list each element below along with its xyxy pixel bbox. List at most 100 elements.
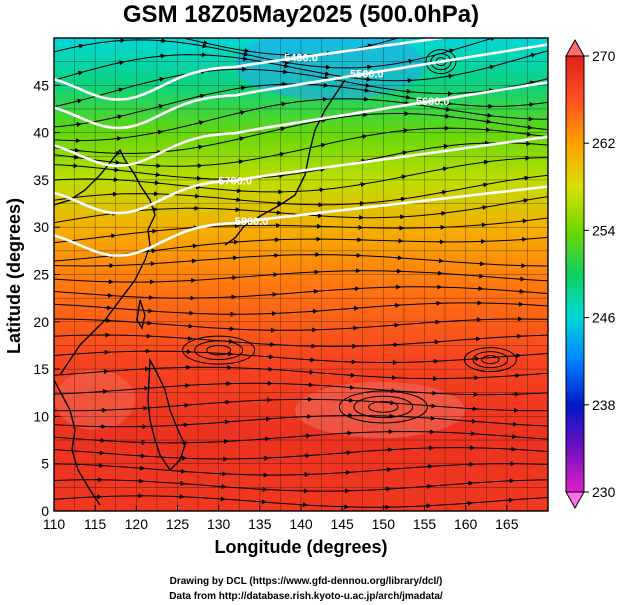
flow-arrow — [271, 272, 279, 278]
flow-arrow — [193, 193, 201, 199]
flow-arrow — [304, 433, 312, 439]
flow-arrow — [277, 173, 285, 179]
flow-arrow — [200, 43, 208, 49]
streamline-swirl — [353, 395, 414, 419]
flow-arrow — [179, 468, 187, 474]
flow-arrow — [71, 163, 79, 169]
flow-arrow — [259, 499, 267, 505]
height-contour — [54, 185, 548, 257]
flow-arrow — [237, 136, 245, 142]
streamline — [54, 254, 548, 267]
streamline-swirl — [430, 53, 452, 71]
flow-arrow — [182, 402, 190, 408]
flow-arrow — [196, 144, 204, 150]
flow-arrow — [520, 218, 528, 224]
flow-arrow — [310, 308, 318, 314]
x-axis: 110 115 120 125 130 135 140 145 150 155 160 165 — [43, 505, 519, 532]
flow-arrow — [426, 464, 434, 470]
flow-arrow — [241, 51, 249, 57]
height-contour-label: 5500.0 — [350, 69, 384, 81]
flow-arrow — [524, 131, 532, 137]
flow-arrow — [142, 385, 150, 391]
flow-arrow — [153, 172, 161, 178]
flow-arrow — [485, 112, 493, 118]
flow-arrow — [479, 222, 487, 228]
y-tick-label: 10 — [33, 408, 49, 424]
flow-arrow — [275, 200, 283, 206]
streamline — [54, 382, 548, 396]
flow-arrow — [218, 496, 226, 502]
streamline-swirl — [206, 345, 232, 356]
flow-arrow — [307, 369, 315, 375]
flow-arrow — [149, 248, 157, 254]
flow-arrow — [525, 124, 533, 130]
flow-arrow — [444, 106, 452, 112]
flow-arrow — [230, 275, 238, 281]
x-tick-label: 115 — [84, 516, 107, 532]
flow-arrow — [432, 339, 440, 345]
y-axis-label: Latitude (degrees) — [4, 198, 24, 354]
coastline-japan — [224, 79, 346, 246]
streamline — [54, 98, 548, 142]
streamline-swirl — [481, 355, 500, 365]
flow-arrow — [465, 500, 473, 506]
flow-arrow — [311, 288, 319, 294]
flow-arrow — [361, 112, 369, 118]
height-contour-label: 5700.0 — [218, 176, 252, 188]
flow-arrow — [395, 255, 403, 261]
streamline — [54, 302, 548, 315]
flow-arrow — [480, 205, 488, 211]
flow-arrow — [159, 38, 167, 44]
flow-arrow — [72, 154, 80, 160]
flow-arrow — [282, 59, 290, 65]
colorbar-tick-label: 246 — [592, 310, 616, 326]
flow-arrow — [158, 53, 166, 59]
colorbar-tick-label: 230 — [592, 484, 616, 500]
flow-arrow — [490, 10, 497, 11]
flow-arrow — [443, 113, 451, 119]
flow-arrow — [400, 150, 408, 156]
flow-arrow — [407, 33, 414, 35]
flow-arrow — [72, 147, 80, 153]
y-tick-label: 15 — [33, 361, 49, 377]
flow-arrow — [76, 70, 84, 76]
height-contour — [54, 80, 548, 168]
flow-arrow — [178, 480, 186, 486]
flow-arrow — [436, 258, 444, 264]
flow-arrow — [137, 465, 146, 471]
streamline-swirl — [182, 335, 256, 365]
flow-arrow — [321, 82, 329, 88]
flow-arrow — [303, 453, 311, 459]
flow-arrow — [114, 136, 122, 142]
flow-arrow — [201, 40, 209, 46]
flow-arrow — [152, 180, 160, 186]
streamline — [54, 270, 548, 283]
flow-arrow — [236, 159, 244, 165]
flow-arrow — [263, 436, 271, 442]
flow-arrow — [521, 198, 529, 204]
flow-arrow — [317, 187, 325, 193]
colorbar-top-arrow — [565, 38, 585, 57]
streamline — [54, 350, 548, 364]
flow-arrow — [522, 175, 530, 181]
y-tick-label: 30 — [33, 219, 49, 235]
flow-arrow — [281, 69, 289, 75]
colorbar-tick-label: 238 — [592, 397, 616, 413]
x-tick-label: 145 — [330, 516, 354, 532]
flow-arrow — [189, 258, 197, 264]
flow-arrow — [263, 416, 271, 422]
flow-arrow — [398, 196, 407, 202]
flow-arrow — [322, 75, 330, 81]
flow-arrow — [279, 101, 287, 107]
flow-arrow — [435, 270, 444, 276]
flow-arrow — [274, 210, 282, 216]
colorbar-ticks: 230 238 246 254 262 270 — [584, 48, 616, 500]
flow-arrow — [403, 94, 411, 100]
flow-arrow — [190, 243, 198, 249]
flow-arrow — [401, 128, 409, 133]
grid — [54, 38, 548, 511]
colorbar: 230 238 246 254 262 270 — [565, 38, 616, 510]
streamline-swirl — [368, 401, 399, 413]
flow-arrow — [234, 197, 242, 203]
